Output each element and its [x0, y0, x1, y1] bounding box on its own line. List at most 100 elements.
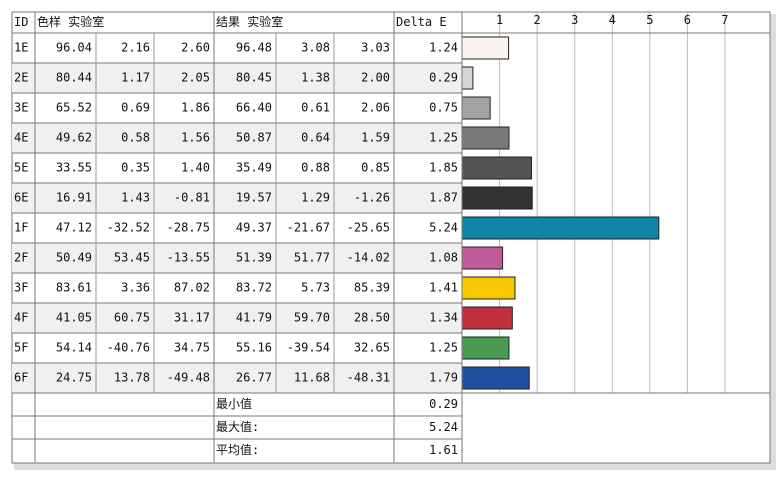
- delta-e-cell: 1.85: [429, 161, 458, 175]
- sample-cell: -13.55: [167, 251, 210, 265]
- x-tick-label: 3: [571, 13, 578, 27]
- sample-cell: 2.16: [121, 41, 150, 55]
- sample-cell: 54.14: [56, 341, 92, 355]
- delta-e-cell: 1.25: [429, 131, 458, 145]
- delta-e-cell: 1.34: [429, 311, 458, 325]
- sample-cell: 1.17: [121, 71, 150, 85]
- bar: [461, 306, 513, 330]
- row-shade: [12, 363, 462, 393]
- x-tick-label: 7: [721, 13, 728, 27]
- sample-cell: -32.52: [107, 221, 150, 235]
- header-cell: 色样 实验室: [37, 14, 104, 29]
- result-cell: 59.70: [294, 311, 330, 325]
- summary-value: 5.24: [429, 420, 458, 434]
- result-cell: 32.65: [354, 341, 390, 355]
- result-cell: -1.26: [354, 191, 390, 205]
- row-shade: [12, 243, 462, 273]
- id-cell: 1F: [14, 221, 28, 235]
- delta-e-cell: 1.24: [429, 41, 458, 55]
- result-cell: 50.87: [236, 131, 272, 145]
- bar: [461, 66, 474, 90]
- summary-value: 1.61: [429, 443, 458, 457]
- sample-cell: 16.91: [56, 191, 92, 205]
- row-shade: [12, 63, 462, 93]
- sample-cell: 80.44: [56, 71, 92, 85]
- sample-cell: 1.56: [181, 131, 210, 145]
- bar: [461, 216, 660, 240]
- sample-cell: 60.75: [114, 311, 150, 325]
- id-cell: 5E: [14, 161, 28, 175]
- result-cell: 0.64: [301, 131, 330, 145]
- summary-label: 最大值:: [216, 419, 259, 434]
- delta-e-cell: 1.25: [429, 341, 458, 355]
- sample-cell: -40.76: [107, 341, 150, 355]
- result-cell: 0.85: [361, 161, 390, 175]
- sample-cell: 1.43: [121, 191, 150, 205]
- x-tick-label: 5: [646, 13, 653, 27]
- delta-e-cell: 0.75: [429, 101, 458, 115]
- result-cell: 0.88: [301, 161, 330, 175]
- result-cell: 1.59: [361, 131, 390, 145]
- delta-e-cell: 1.41: [429, 281, 458, 295]
- summary-label: 平均值:: [216, 442, 259, 457]
- id-cell: 6F: [14, 371, 28, 385]
- sample-cell: 2.60: [181, 41, 210, 55]
- x-tick-label: 1: [496, 13, 503, 27]
- sample-cell: 0.58: [121, 131, 150, 145]
- sample-cell: 83.61: [56, 281, 92, 295]
- sample-cell: 0.35: [121, 161, 150, 175]
- result-cell: 1.38: [301, 71, 330, 85]
- result-cell: 41.79: [236, 311, 272, 325]
- bar: [461, 366, 530, 390]
- id-cell: 5F: [14, 341, 28, 355]
- sample-cell: 0.69: [121, 101, 150, 115]
- row-shade: [12, 183, 462, 213]
- sample-cell: 50.49: [56, 251, 92, 265]
- result-cell: 85.39: [354, 281, 390, 295]
- sample-cell: 41.05: [56, 311, 92, 325]
- result-cell: 49.37: [236, 221, 272, 235]
- result-cell: 66.40: [236, 101, 272, 115]
- sample-cell: 87.02: [174, 281, 210, 295]
- sample-cell: -49.48: [167, 371, 210, 385]
- sample-cell: 31.17: [174, 311, 210, 325]
- id-cell: 1E: [14, 41, 28, 55]
- result-cell: 2.00: [361, 71, 390, 85]
- result-cell: 35.49: [236, 161, 272, 175]
- id-cell: 2E: [14, 71, 28, 85]
- sample-cell: -0.81: [174, 191, 210, 205]
- delta-e-cell: 0.29: [429, 71, 458, 85]
- result-cell: 26.77: [236, 371, 272, 385]
- sample-cell: 65.52: [56, 101, 92, 115]
- id-cell: 3E: [14, 101, 28, 115]
- bar: [461, 336, 510, 360]
- delta-e-cell: 1.79: [429, 371, 458, 385]
- delta-e-cell: 5.24: [429, 221, 458, 235]
- sample-cell: 33.55: [56, 161, 92, 175]
- result-cell: 28.50: [354, 311, 390, 325]
- result-cell: 83.72: [236, 281, 272, 295]
- x-tick-label: 4: [609, 13, 616, 27]
- result-cell: 96.48: [236, 41, 272, 55]
- result-cell: -25.65: [347, 221, 390, 235]
- sample-cell: 47.12: [56, 221, 92, 235]
- bar: [461, 246, 504, 270]
- summary-label: 最小值: [216, 396, 252, 411]
- result-cell: 2.06: [361, 101, 390, 115]
- row-shade: [12, 123, 462, 153]
- result-cell: 51.39: [236, 251, 272, 265]
- delta-e-cell: 1.87: [429, 191, 458, 205]
- bar: [461, 276, 516, 300]
- sample-cell: 96.04: [56, 41, 92, 55]
- sample-cell: 49.62: [56, 131, 92, 145]
- result-cell: -14.02: [347, 251, 390, 265]
- sample-cell: 24.75: [56, 371, 92, 385]
- result-cell: 0.61: [301, 101, 330, 115]
- bar: [461, 126, 510, 150]
- delta-e-cell: 1.08: [429, 251, 458, 265]
- id-cell: 3F: [14, 281, 28, 295]
- id-cell: 4E: [14, 131, 28, 145]
- bar: [461, 96, 491, 120]
